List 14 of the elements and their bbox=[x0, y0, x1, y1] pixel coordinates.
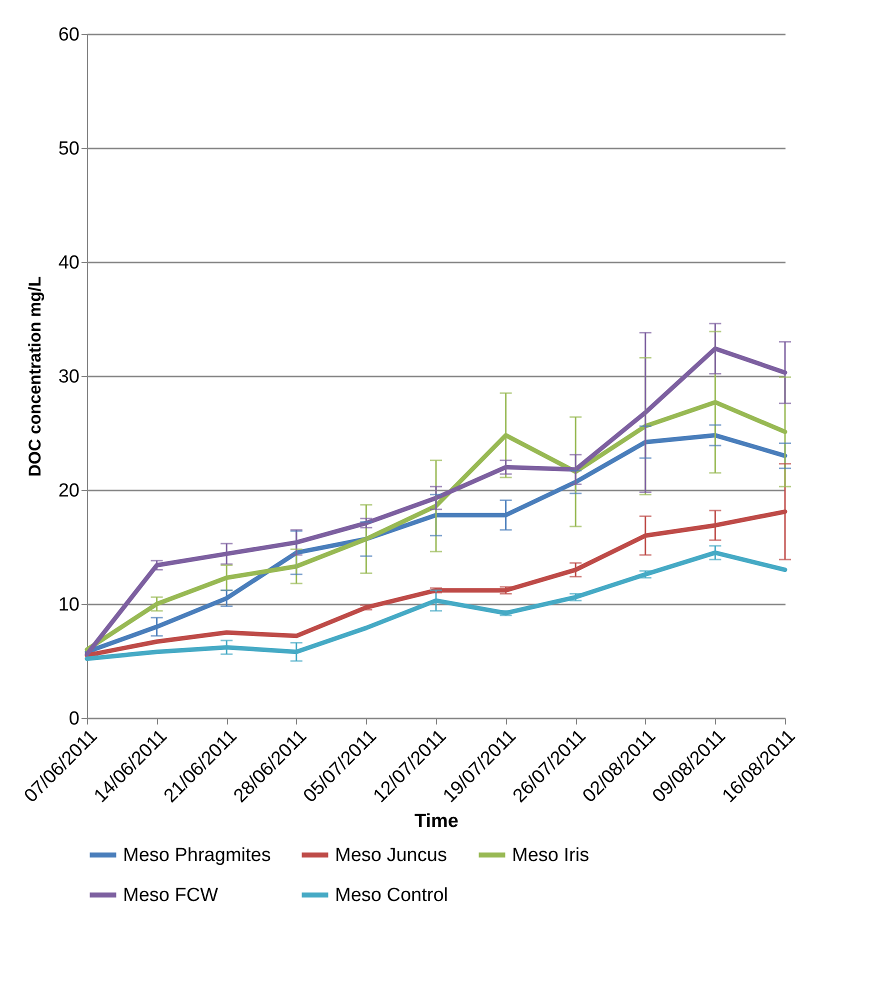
legend-label: Meso Iris bbox=[512, 845, 590, 866]
legend-label: Meso Juncus bbox=[335, 845, 447, 866]
legend-label: Meso FCW bbox=[123, 885, 218, 906]
y-tick-label: 50 bbox=[58, 138, 80, 160]
legend-label: Meso Phragmites bbox=[123, 845, 271, 866]
x-axis-title: Time bbox=[414, 811, 459, 832]
y-axis-title: DOC concentration mg/L bbox=[25, 276, 44, 477]
y-tick-label: 0 bbox=[68, 708, 80, 730]
y-tick-label: 30 bbox=[58, 366, 80, 388]
y-tick-label: 60 bbox=[58, 24, 80, 46]
legend-label: Meso Control bbox=[335, 885, 448, 906]
y-tick-label: 10 bbox=[58, 594, 80, 616]
y-tick-label: 40 bbox=[58, 252, 80, 274]
y-tick-label: 20 bbox=[58, 480, 80, 502]
